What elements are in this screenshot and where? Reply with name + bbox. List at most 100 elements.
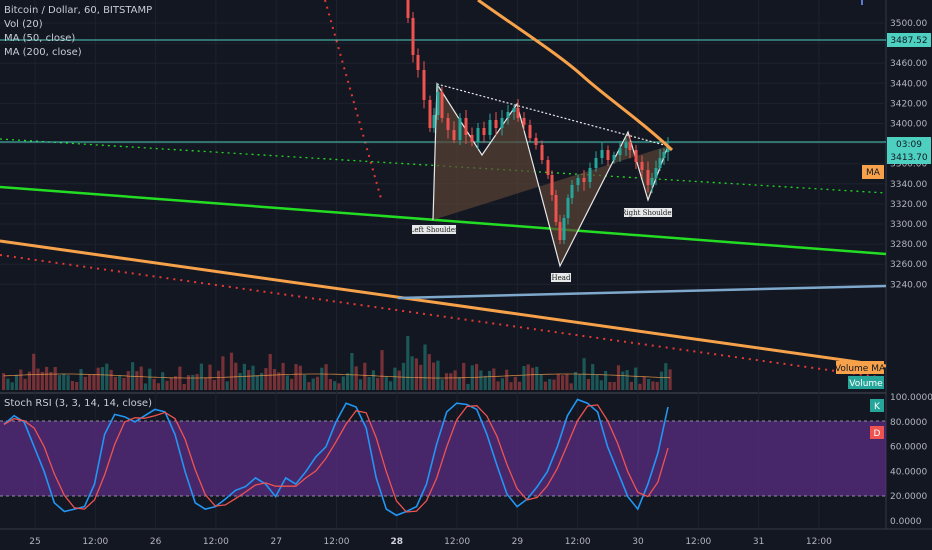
volume-bar <box>113 376 117 390</box>
volume-bar <box>70 381 74 390</box>
volume-bar <box>552 379 556 390</box>
volume-bar <box>268 353 272 390</box>
candle-body <box>594 158 598 168</box>
candle-body <box>522 118 526 125</box>
volume-bar <box>634 367 638 390</box>
volume-ma-tag: Volume MA <box>835 361 886 374</box>
stoch-axis[interactable]: 100.0000 80.0000 60.0000 40.0000 20.0000 0.00… <box>890 393 932 527</box>
volume-bar <box>139 366 143 390</box>
volume-bar <box>191 374 195 390</box>
volume-bar <box>427 354 431 390</box>
volume-bar <box>363 362 367 390</box>
time-tick-label: 12:00 <box>444 537 470 547</box>
volume-bar <box>479 370 483 390</box>
symbol-title[interactable]: Bitcoin / Dollar, 60, BITSTAMP <box>4 5 153 16</box>
volume-bar <box>285 375 289 390</box>
green-support-line[interactable] <box>0 185 887 256</box>
stoch-d-line[interactable] <box>3 404 669 513</box>
svg-text:MA: MA <box>866 168 881 178</box>
volume-tag: Volume <box>848 376 884 389</box>
candle-body <box>500 118 504 128</box>
volume-bar <box>96 367 100 390</box>
candle-body <box>488 120 492 135</box>
candle-body <box>464 118 468 135</box>
candle-body <box>612 155 616 160</box>
candle-body <box>640 162 644 170</box>
volume-bar <box>608 381 612 390</box>
svg-text:Volume: Volume <box>849 379 883 389</box>
price-candles[interactable] <box>406 0 670 245</box>
volume-bar <box>380 350 384 390</box>
chart-legend[interactable]: Bitcoin / Dollar, 60, BITSTAMP Vol (20) … <box>4 4 152 60</box>
candle-body <box>582 178 586 182</box>
volume-bar <box>6 378 10 390</box>
volume-bar <box>578 374 582 390</box>
volume-bar <box>294 364 298 390</box>
volume-bar <box>79 369 83 390</box>
volume-bar <box>303 374 307 390</box>
ma-50-line[interactable] <box>477 0 674 152</box>
volume-bar <box>341 376 345 390</box>
volume-bar <box>36 368 40 390</box>
volume-bar <box>195 374 199 390</box>
volume-bar <box>40 371 44 390</box>
candle-body <box>470 135 474 142</box>
candle-body <box>606 150 610 160</box>
price-tick-label: 3300.00 <box>890 220 927 230</box>
candle-body <box>650 178 654 185</box>
green-dotted-neckline[interactable] <box>0 138 887 194</box>
volume-bar <box>367 376 371 390</box>
volume-bar <box>530 367 535 390</box>
volume-bar <box>586 378 590 390</box>
volume-bar <box>126 371 130 390</box>
volume-bar <box>169 377 173 390</box>
volume-indicator-label[interactable]: Vol (20) <box>4 19 43 30</box>
volume-bar <box>272 369 277 390</box>
volume-bar <box>251 365 255 390</box>
volume-bar <box>436 360 440 390</box>
stoch-tick-label: 0.0000 <box>890 517 922 527</box>
volume-bar <box>242 363 246 390</box>
volume-bar <box>62 373 66 390</box>
svg-text:Head: Head <box>552 274 571 282</box>
volume-bar <box>208 364 212 390</box>
volume-bar <box>165 380 169 390</box>
volume-bar <box>281 362 285 390</box>
stoch-legend[interactable]: Stoch RSI (3, 3, 14, 14, close) <box>4 397 152 411</box>
volume-bar <box>599 380 603 390</box>
volume-bar <box>642 377 646 390</box>
stoch-k-line[interactable] <box>3 398 669 517</box>
candle-body <box>446 118 450 130</box>
volume-bar <box>10 382 14 390</box>
blue-trend-line[interactable] <box>397 284 887 300</box>
volume-bar <box>174 376 178 390</box>
price-tick-label: 3340.00 <box>890 180 927 190</box>
time-tick-label: 12:00 <box>806 537 832 547</box>
ma50-indicator-label[interactable]: MA (50, close) <box>4 33 76 44</box>
candle-body <box>662 152 666 158</box>
candle-body <box>666 146 670 152</box>
time-axis[interactable]: 25 12:00 26 12:00 27 12:00 28 12:00 29 12:00 30 12:… <box>29 537 832 547</box>
orange-trend-line[interactable] <box>0 239 887 368</box>
candle-body <box>646 170 650 185</box>
volume-bar <box>655 381 659 390</box>
volume-bar <box>548 379 552 390</box>
time-tick-label: 29 <box>512 537 524 547</box>
volume-bar <box>406 335 410 390</box>
candle-body <box>534 138 538 145</box>
volume-bar <box>298 365 302 390</box>
candle-body <box>628 142 632 150</box>
stoch-indicator-label[interactable]: Stoch RSI (3, 3, 14, 14, close) <box>4 398 152 409</box>
price-tick-label: 3460.00 <box>890 59 927 69</box>
head-shoulders-pattern[interactable] <box>432 82 669 268</box>
candle-body <box>428 100 432 128</box>
volume-bar <box>225 381 229 390</box>
price-tick-label: 3360.00 <box>890 160 927 170</box>
candle-body <box>422 70 426 100</box>
ma200-indicator-label[interactable]: MA (200, close) <box>4 47 82 58</box>
time-tick-label: 12:00 <box>203 537 229 547</box>
volume-bar <box>264 368 268 390</box>
volume-bar <box>500 378 504 390</box>
volume-bar <box>320 367 324 390</box>
